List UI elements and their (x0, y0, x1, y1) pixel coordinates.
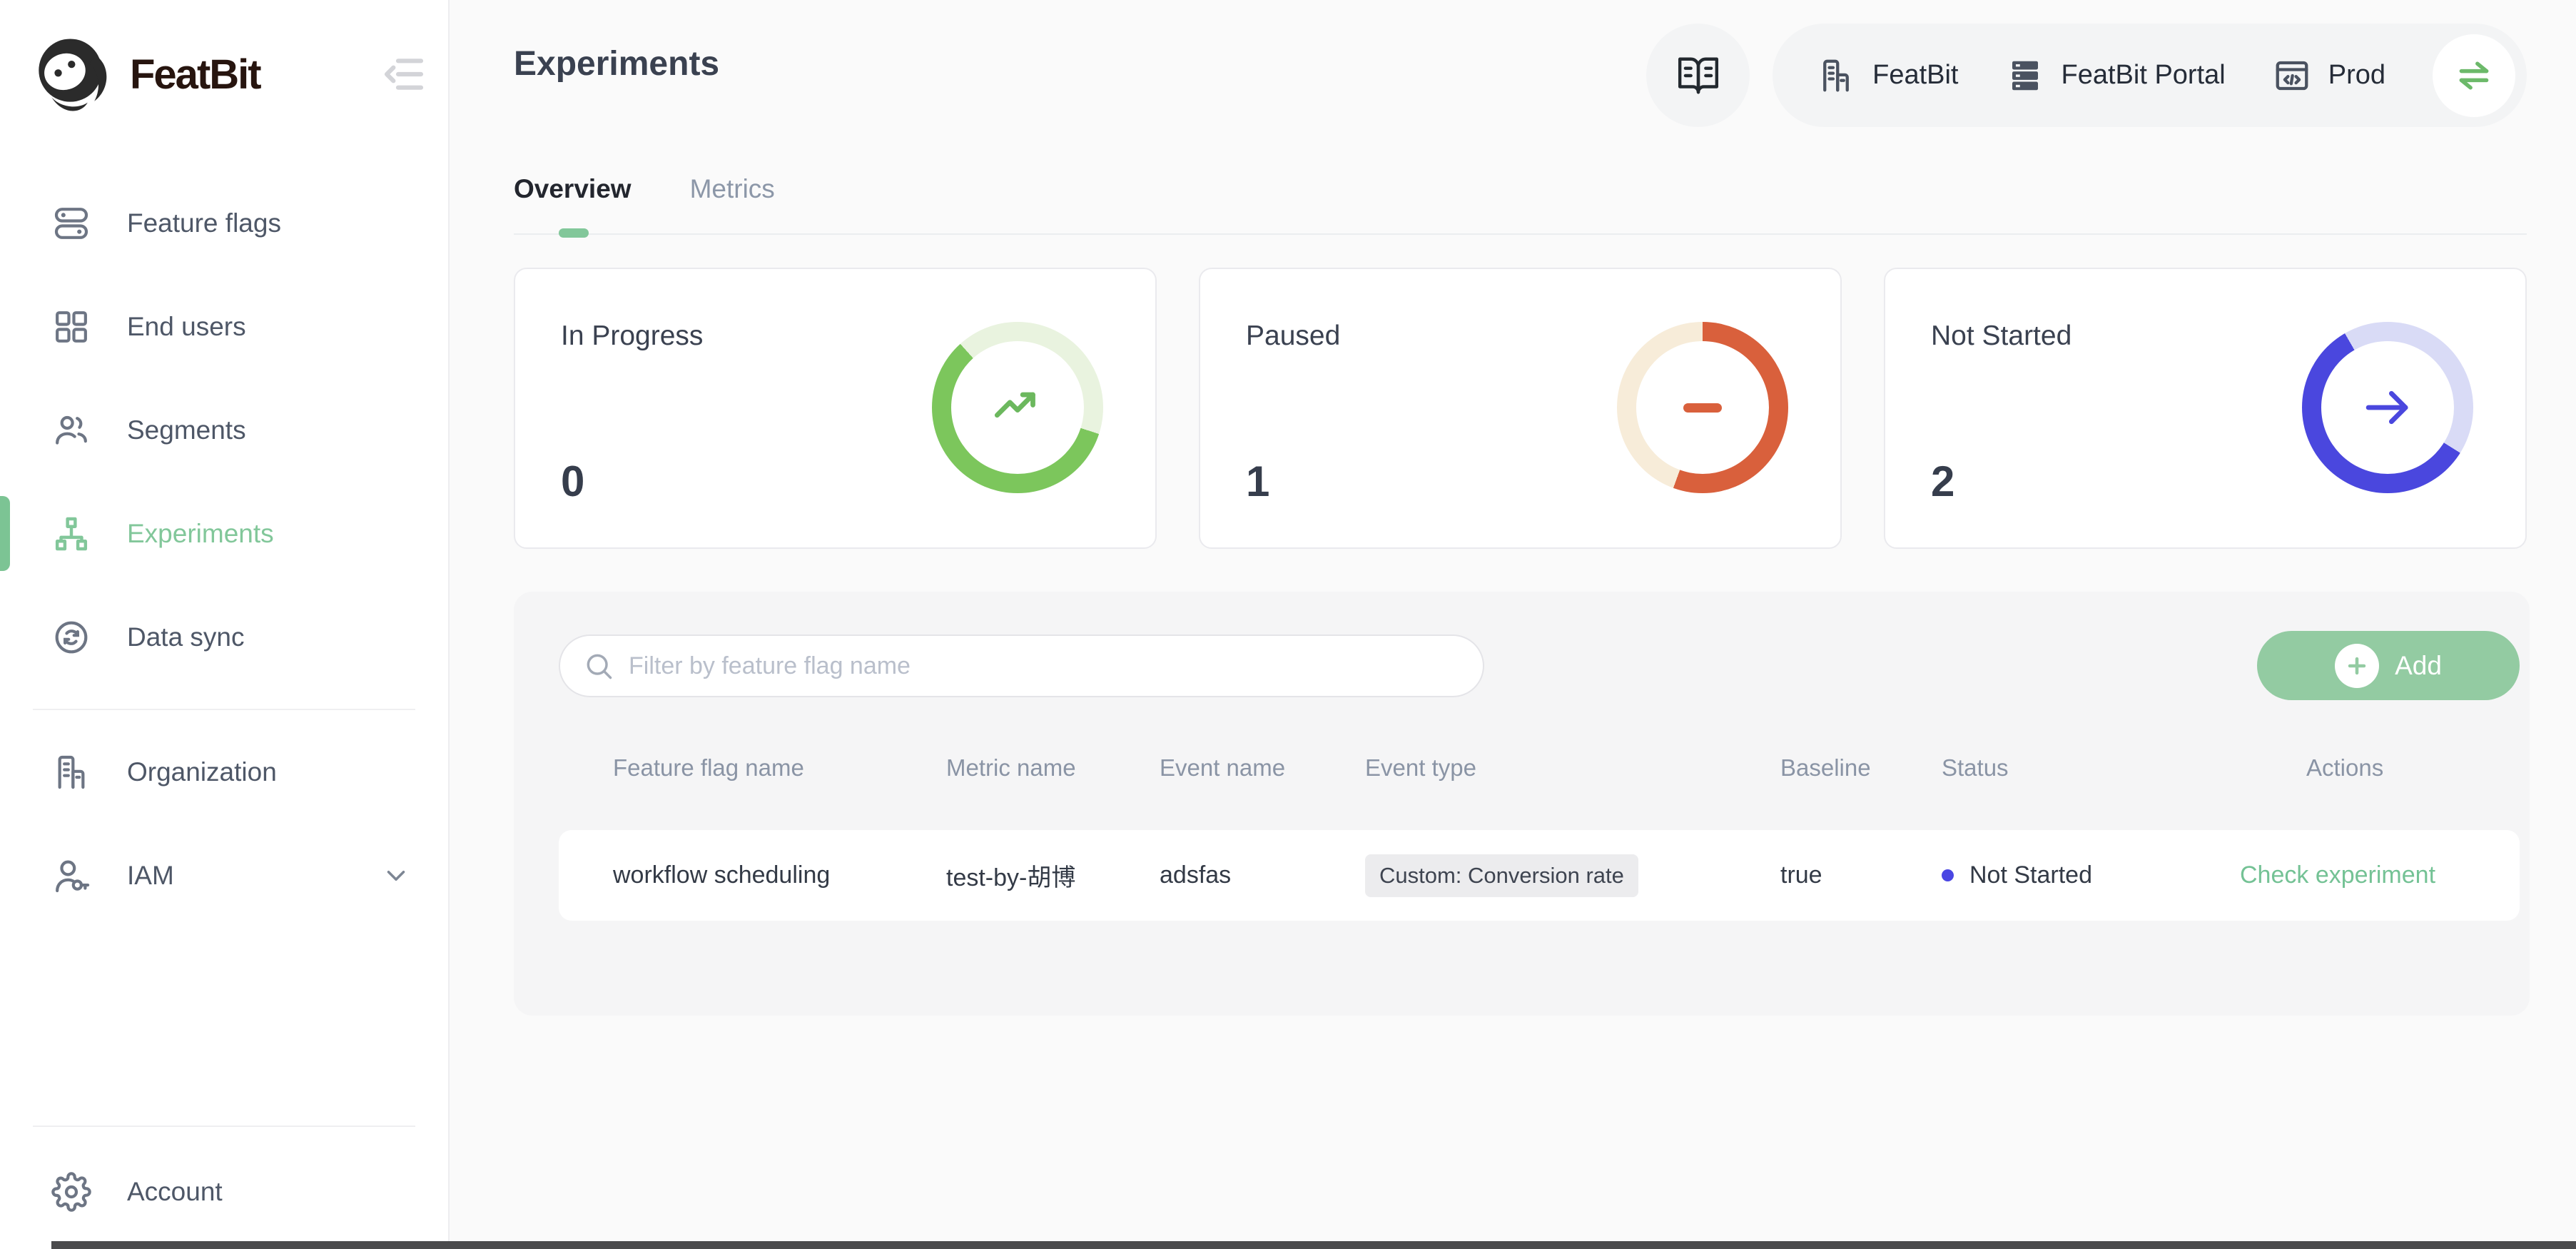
header-actions: FeatBit FeatBit Portal (1646, 24, 2527, 127)
environment-name: Prod (2328, 60, 2385, 90)
grid-icon (51, 307, 91, 347)
table-row[interactable]: workflow scheduling test-by-胡博 adsfas Cu… (559, 830, 2520, 921)
table-header-row: Feature flag name Metric name Event name… (559, 754, 2520, 782)
switch-environment-button[interactable] (2433, 34, 2515, 117)
stat-label: In Progress (561, 320, 704, 351)
sidebar-label: Data sync (127, 622, 245, 652)
server-stack-icon (2006, 56, 2044, 95)
sidebar-item-segments[interactable]: Segments (0, 378, 448, 482)
page-title: Experiments (514, 45, 720, 83)
logo-row: FeatBit (0, 0, 448, 116)
sidebar-item-end-users[interactable]: End users (0, 275, 448, 378)
column-header: Event type (1365, 754, 1476, 781)
cell-event-name: adsfas (1160, 861, 1232, 889)
tab-metrics[interactable]: Metrics (689, 174, 775, 203)
cell-status: Not Started (1942, 861, 2306, 889)
stat-label: Paused (1246, 320, 1341, 351)
sidebar-item-feature-flags[interactable]: Feature flags (0, 171, 448, 275)
sidebar-label: IAM (127, 860, 174, 890)
sidebar-divider (33, 709, 415, 710)
gear-icon (51, 1171, 91, 1212)
sidebar: FeatBit Feature flags (0, 0, 450, 1249)
stat-card-in-progress: In Progress 0 (514, 268, 1157, 549)
main-content: Experiments FeatBit (451, 0, 2576, 1249)
search-icon (583, 650, 614, 682)
stat-cards: In Progress 0 Paused 1 (514, 268, 2527, 549)
status-label: Not Started (1969, 861, 2092, 889)
paused-ring (1617, 322, 1788, 493)
sitemap-icon (51, 514, 91, 554)
building-icon (1817, 56, 1855, 95)
add-button-label: Add (2395, 650, 2442, 680)
column-header: Feature flag name (613, 754, 804, 781)
minus-icon (1683, 403, 1722, 413)
sidebar-item-data-sync[interactable]: Data sync (0, 585, 448, 689)
browser-window-icon (2273, 56, 2311, 95)
swap-arrows-icon (2451, 53, 2497, 98)
sidebar-label: Experiments (127, 518, 274, 548)
add-experiment-button[interactable]: Add (2257, 631, 2520, 700)
book-open-icon (1676, 54, 1720, 98)
stat-value: 1 (1246, 457, 1270, 505)
column-header: Metric name (946, 754, 1076, 781)
sidebar-label: End users (127, 311, 246, 341)
horizontal-scrollbar[interactable] (51, 1241, 2576, 1249)
cell-baseline: true (1780, 861, 1822, 889)
column-header: Status (1942, 754, 2009, 781)
column-header: Baseline (1780, 754, 1871, 781)
sidebar-item-experiments[interactable]: Experiments (0, 482, 448, 585)
cell-metric-name: test-by-胡博 (946, 864, 1076, 891)
user-key-icon (51, 856, 91, 896)
environment-selector[interactable]: Prod (2273, 56, 2385, 95)
sidebar-item-account[interactable]: Account (0, 1140, 448, 1243)
project-selector[interactable]: FeatBit Portal (2006, 56, 2226, 95)
sidebar-label: Segments (127, 415, 246, 445)
project-name: FeatBit Portal (2061, 60, 2226, 90)
stat-value: 2 (1931, 457, 1955, 505)
sidebar-item-organization[interactable]: Organization (0, 720, 448, 824)
progress-ring (932, 322, 1103, 493)
sidebar-label: Account (127, 1176, 223, 1206)
active-tab-indicator (559, 228, 589, 238)
check-experiment-link[interactable]: Check experiment (2240, 861, 2436, 889)
tab-divider-line (514, 233, 2527, 235)
column-header: Event name (1160, 754, 1286, 781)
sidebar-item-iam[interactable]: IAM (0, 824, 448, 927)
filter-input-wrapper (559, 634, 1484, 697)
organization-selector[interactable]: FeatBit (1817, 56, 1959, 95)
sidebar-label: Organization (127, 757, 277, 787)
building-icon (51, 752, 91, 792)
tab-overview[interactable]: Overview (514, 174, 632, 203)
stat-card-paused: Paused 1 (1199, 268, 1842, 549)
featbit-logo-icon (31, 33, 118, 116)
organization-name: FeatBit (1872, 60, 1959, 90)
documentation-button[interactable] (1646, 24, 1750, 127)
experiments-panel: Add Feature flag name Metric name Event … (514, 592, 2530, 1016)
status-dot (1942, 869, 1954, 881)
sidebar-collapse-icon[interactable] (381, 51, 427, 97)
sidebar-footer: Account (0, 1106, 448, 1243)
users-icon (51, 410, 91, 450)
stat-label: Not Started (1931, 320, 2072, 351)
event-type-badge: Custom: Conversion rate (1365, 854, 1638, 897)
brand-name: FeatBit (130, 51, 262, 98)
sync-icon (51, 617, 91, 657)
plus-icon (2335, 643, 2380, 688)
stat-card-not-started: Not Started 2 (1884, 268, 2527, 549)
tab-bar: Overview Metrics (514, 174, 775, 204)
arrow-right-icon (2357, 377, 2418, 438)
workspace-switcher: FeatBit FeatBit Portal (1773, 24, 2527, 127)
chevron-down-icon[interactable] (381, 861, 411, 891)
filter-input[interactable] (629, 652, 1483, 680)
sidebar-divider (33, 1126, 415, 1127)
sidebar-nav: Feature flags End users (0, 171, 448, 927)
stat-value: 0 (561, 457, 585, 505)
cell-feature-flag-name: workflow scheduling (613, 861, 831, 889)
column-header: Actions (2306, 754, 2384, 781)
sidebar-label: Feature flags (127, 208, 281, 238)
trend-up-icon (987, 377, 1048, 438)
feature-flags-icon (51, 203, 91, 243)
not-started-ring (2302, 322, 2473, 493)
